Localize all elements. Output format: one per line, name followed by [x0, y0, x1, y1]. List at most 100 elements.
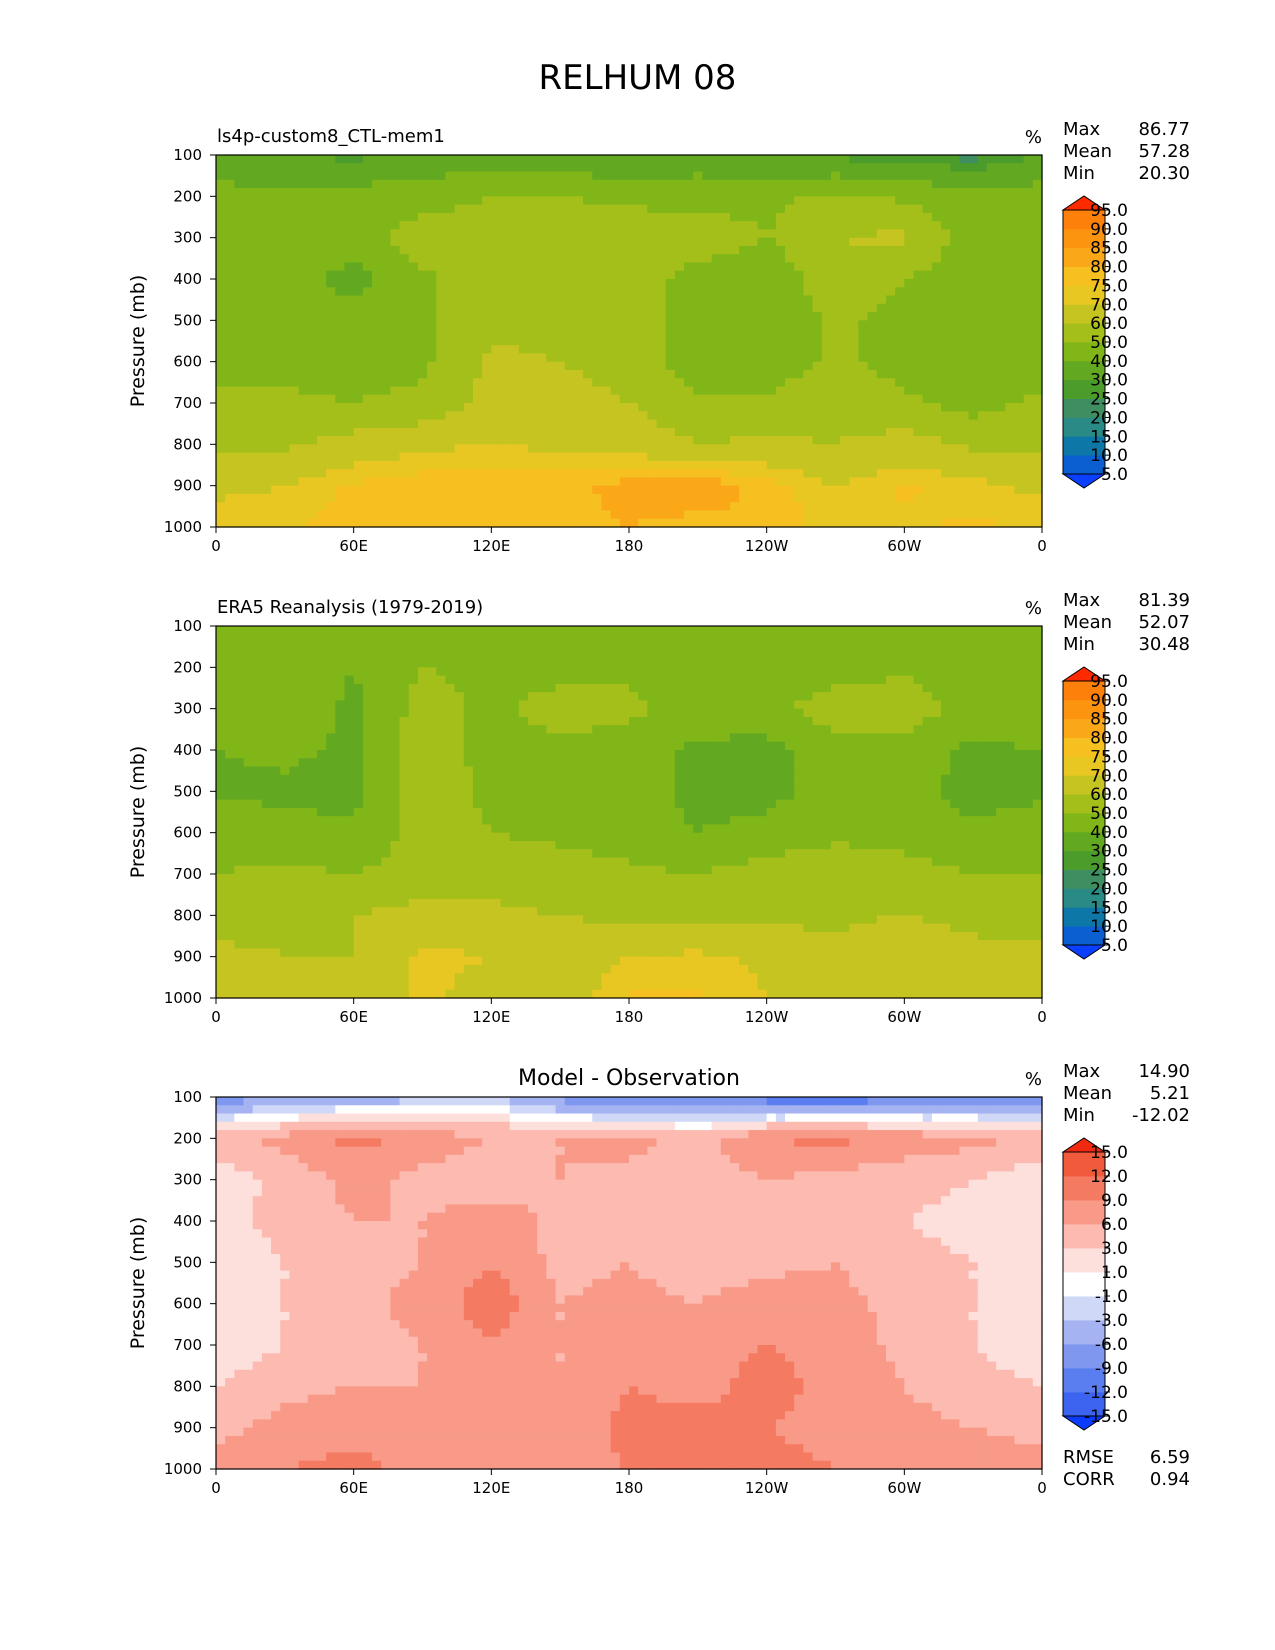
field-cell	[849, 452, 860, 462]
field-cell	[968, 626, 979, 635]
field-cell	[885, 287, 896, 297]
field-cell	[573, 179, 584, 189]
field-cell	[895, 436, 905, 445]
field-cell	[674, 188, 685, 197]
field-cell	[335, 204, 346, 214]
field-cell	[546, 279, 557, 288]
field-cell	[803, 336, 814, 346]
field-cell	[904, 394, 915, 404]
field-cell	[794, 336, 804, 346]
field-cell	[592, 212, 603, 222]
field-cell	[684, 179, 694, 189]
field-cell	[261, 477, 272, 487]
field-cell	[913, 237, 924, 247]
field-cell	[463, 502, 474, 512]
field-cell	[463, 667, 474, 677]
field-cell	[959, 212, 970, 222]
field-cell	[739, 336, 749, 346]
field-cell	[922, 378, 933, 388]
field-cell	[472, 353, 483, 363]
field-cell	[271, 502, 281, 512]
field-cell	[280, 659, 291, 668]
field-cell	[564, 485, 575, 495]
field-cell	[950, 419, 960, 429]
field-cell	[555, 179, 566, 189]
field-cell	[674, 369, 685, 379]
field-cell	[372, 303, 382, 313]
field-cell	[216, 353, 226, 363]
field-cell	[785, 650, 795, 660]
field-cell	[858, 452, 869, 462]
field-cell	[629, 502, 639, 512]
field-cell	[463, 403, 474, 412]
field-cell	[399, 378, 410, 388]
field-cell	[555, 279, 566, 288]
field-cell	[509, 452, 520, 462]
field-cell	[885, 626, 896, 635]
field-cell	[610, 469, 621, 478]
field-cell	[601, 485, 612, 495]
field-cell	[427, 485, 437, 495]
field-cell	[564, 477, 575, 487]
field-cell	[959, 237, 970, 247]
field-cell	[353, 262, 364, 272]
field-cell	[564, 254, 575, 264]
field-cell	[482, 345, 492, 354]
field-cell	[537, 469, 547, 478]
field-cell	[876, 469, 887, 478]
field-cell	[794, 303, 804, 313]
field-cell	[564, 659, 575, 668]
field-cell	[858, 254, 869, 264]
field-cell	[867, 361, 878, 371]
field-cell	[408, 683, 419, 693]
field-cell	[996, 642, 1006, 652]
field-cell	[518, 155, 529, 164]
field-cell	[307, 403, 318, 412]
field-cell	[885, 171, 896, 181]
field-cell	[1014, 642, 1025, 652]
field-cell	[941, 419, 951, 429]
field-cell	[463, 683, 474, 693]
field-cell	[491, 254, 502, 264]
field-cell	[610, 312, 621, 321]
field-cell	[472, 403, 483, 412]
field-cell	[252, 444, 263, 454]
field-cell	[390, 254, 401, 264]
field-cell	[372, 510, 382, 520]
field-cell	[812, 188, 823, 197]
field-cell	[647, 212, 658, 222]
field-cell	[344, 419, 355, 429]
field-cell	[702, 427, 713, 437]
field-cell	[509, 378, 520, 388]
field-cell	[326, 237, 336, 247]
field-cell	[757, 518, 768, 528]
field-cell	[546, 155, 557, 164]
field-cell	[803, 452, 814, 462]
field-cell	[390, 188, 401, 197]
field-cell	[417, 436, 428, 445]
field-cell	[885, 394, 896, 404]
field-cell	[463, 650, 474, 660]
field-cell	[1023, 634, 1034, 644]
field-cell	[592, 444, 603, 454]
field-cell	[702, 155, 713, 164]
field-cell	[546, 361, 557, 371]
field-cell	[941, 245, 951, 255]
field-cell	[720, 634, 731, 644]
field-cell	[234, 254, 245, 264]
field-cell	[647, 444, 658, 454]
field-cell	[362, 659, 373, 668]
field-cell	[665, 361, 676, 371]
field-cell	[647, 279, 658, 288]
field-cell	[261, 667, 272, 677]
field-cell	[812, 626, 823, 635]
field-cell	[904, 659, 915, 668]
field-cell	[353, 419, 364, 429]
field-cell	[748, 411, 759, 421]
field-cell	[417, 179, 428, 189]
field-cell	[546, 642, 557, 652]
field-cell	[693, 279, 704, 288]
field-cell	[812, 650, 823, 660]
field-cell	[986, 245, 997, 255]
field-cell	[619, 626, 630, 635]
